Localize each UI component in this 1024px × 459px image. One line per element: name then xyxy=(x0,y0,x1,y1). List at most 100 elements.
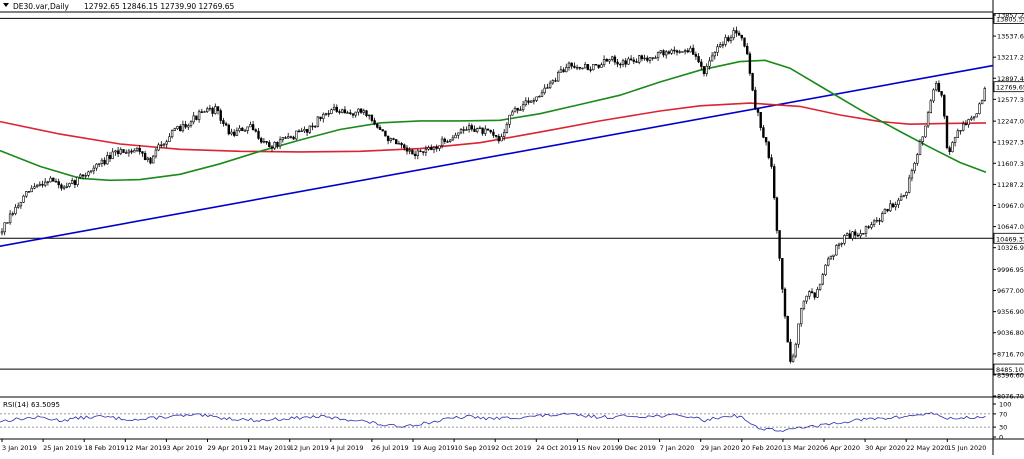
candle-body xyxy=(621,60,625,65)
candle-body xyxy=(473,128,476,132)
candle-body xyxy=(613,56,617,63)
candle-body xyxy=(200,111,203,113)
candle-body xyxy=(583,64,587,69)
candle-body xyxy=(195,115,198,120)
candle-body xyxy=(535,96,538,101)
candle-body xyxy=(384,130,387,137)
candle-body xyxy=(627,58,630,65)
candle-body xyxy=(848,233,852,239)
candle-body xyxy=(697,56,700,63)
candle-body xyxy=(486,128,490,131)
candle-body xyxy=(386,135,390,141)
triangle-down-icon[interactable] xyxy=(3,3,9,7)
candle-body xyxy=(103,159,106,165)
candle-body xyxy=(737,32,741,36)
candle-body xyxy=(808,291,811,297)
candle-body xyxy=(300,130,303,133)
candle-body xyxy=(467,125,471,131)
candle-body xyxy=(664,51,668,56)
candle-body xyxy=(840,242,843,245)
candle-body xyxy=(918,141,922,155)
candle-body xyxy=(208,107,212,110)
candle-body xyxy=(127,150,131,154)
candle-body xyxy=(940,91,943,96)
candle-body xyxy=(335,106,338,112)
x-axis-tick-label: 3 Jan 2019 xyxy=(2,444,37,452)
candle-body xyxy=(678,51,681,53)
candle-body xyxy=(810,291,814,294)
candle-body xyxy=(624,60,627,65)
candle-body xyxy=(378,127,382,130)
candle-body xyxy=(246,126,249,131)
candle-body xyxy=(189,121,193,126)
candle-body xyxy=(778,230,781,259)
candle-body xyxy=(759,112,762,128)
candle-body xyxy=(578,67,582,69)
rsi-axis-label: 30 xyxy=(999,424,1007,432)
candle-body xyxy=(14,206,17,214)
candle-body xyxy=(921,136,924,142)
rsi-axis-label: 100 xyxy=(999,401,1011,409)
candle-body xyxy=(864,226,868,234)
candle-body xyxy=(794,343,798,357)
candle-body xyxy=(862,233,865,235)
candle-body xyxy=(119,149,123,155)
candle-body xyxy=(880,213,884,222)
candle-body xyxy=(889,203,892,212)
candle-body xyxy=(138,147,141,152)
candle-body xyxy=(492,131,495,136)
candle-body xyxy=(125,152,128,154)
y-axis-tick-label: 9356.90 xyxy=(997,308,1024,316)
candle-body xyxy=(114,150,117,153)
candle-body xyxy=(187,125,190,128)
candle-body xyxy=(376,123,379,128)
candle-body xyxy=(600,64,603,68)
candle-body xyxy=(667,51,671,54)
candle-body xyxy=(224,123,228,126)
candle-body xyxy=(943,94,946,117)
candle-body xyxy=(343,109,347,114)
candle-body xyxy=(902,195,906,197)
candle-body xyxy=(305,129,309,133)
x-axis-tick-label: 9 Dec 2019 xyxy=(619,444,656,452)
candle-body xyxy=(494,135,498,137)
candle-body xyxy=(6,222,9,224)
y-axis-tick-label: 12577.30 xyxy=(997,96,1024,104)
candle-body xyxy=(319,116,322,119)
x-axis-tick-label: 30 Apr 2020 xyxy=(865,444,905,452)
candle-body xyxy=(513,107,517,113)
candle-body xyxy=(886,208,889,212)
candle-body xyxy=(197,111,201,120)
candle-body xyxy=(656,52,660,59)
candle-body xyxy=(389,138,392,141)
moving-average-line xyxy=(0,59,987,182)
candle-body xyxy=(181,123,185,132)
y-axis-tick-label: 9677.00 xyxy=(997,287,1024,295)
candle-body xyxy=(165,141,168,145)
candle-body xyxy=(71,180,74,184)
level-price-label: 8485.10 xyxy=(996,366,1023,374)
candle-body xyxy=(740,34,744,39)
candle-body xyxy=(835,245,838,256)
candle-body xyxy=(964,123,968,125)
current-price-tag xyxy=(993,81,1024,93)
candle-body xyxy=(354,111,357,116)
candle-body xyxy=(654,57,657,59)
candle-body xyxy=(762,127,765,138)
candle-body xyxy=(289,136,293,138)
candle-body xyxy=(462,129,465,131)
candle-body xyxy=(25,191,28,197)
candle-body xyxy=(951,142,954,153)
candle-body xyxy=(141,151,144,154)
candle-body xyxy=(497,136,500,142)
candle-body xyxy=(646,57,649,61)
candle-body xyxy=(152,155,155,164)
candle-body xyxy=(786,315,789,343)
candle-body xyxy=(73,180,77,185)
x-axis-tick-label: 25 Jan 2019 xyxy=(43,444,82,452)
candle-body xyxy=(972,116,976,119)
candle-body xyxy=(875,219,879,222)
y-axis-tick-label: 10647.00 xyxy=(997,223,1024,231)
candle-body xyxy=(49,177,52,183)
